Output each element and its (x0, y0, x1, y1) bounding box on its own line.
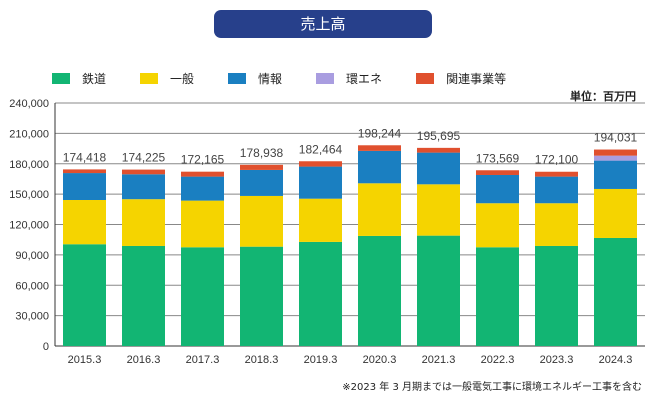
footnote: ※2023 年 3 月期までは一般電気工事に環境エネルギー工事を含む (342, 382, 642, 393)
x-tick-label: 2022.3 (481, 354, 515, 366)
legend-swatch (140, 73, 159, 84)
bar-segment (63, 173, 106, 200)
bar-segment (358, 235, 401, 346)
bar-segment (594, 155, 637, 161)
x-tick-label: 2018.3 (245, 354, 279, 366)
total-label: 178,938 (240, 146, 284, 160)
bar-segment (417, 235, 460, 346)
bar-segment (63, 169, 106, 174)
bar-segment (240, 195, 283, 247)
bar-segment (181, 176, 224, 201)
y-tick-label: 240,000 (9, 98, 49, 110)
bar-segment (476, 174, 519, 204)
total-label: 182,464 (299, 142, 343, 156)
total-label: 172,100 (535, 153, 579, 167)
bar-segment (594, 237, 637, 346)
legend-swatch (316, 73, 335, 84)
bar-segment (240, 246, 283, 346)
legend-label: 関連事業等 (446, 72, 507, 86)
bar-segment (594, 188, 637, 238)
bar-segment (299, 166, 342, 199)
x-tick-label: 2016.3 (127, 354, 161, 366)
bar-segment (594, 149, 637, 156)
unit-label: 単位：百万円 (570, 90, 636, 103)
bar-segment (240, 169, 283, 196)
bar-segment (181, 171, 224, 177)
legend-item: 関連事業等 (416, 70, 506, 87)
total-label: 173,569 (476, 151, 520, 165)
bar-segment (122, 169, 165, 175)
y-tick-label: 150,000 (9, 189, 49, 201)
bar-segment (535, 203, 578, 246)
legend-label: 環エネ (346, 72, 383, 86)
y-tick-label: 180,000 (9, 159, 49, 171)
bar-segment (476, 170, 519, 175)
y-tick-label: 30,000 (15, 311, 49, 323)
legend-swatch (52, 73, 70, 84)
bar-segment (417, 147, 460, 153)
bar-segment (358, 145, 401, 151)
x-tick-label: 2021.3 (422, 354, 456, 366)
bar-segment (63, 244, 106, 346)
legend-swatch (416, 73, 435, 84)
legend-item: 鉄道 (52, 70, 106, 87)
bar-segment (535, 171, 578, 177)
bar-segment (358, 150, 401, 184)
bar-segment (181, 200, 224, 248)
bar-segment (122, 199, 165, 246)
x-tick-label: 2015.3 (68, 354, 102, 366)
bar-segment (417, 152, 460, 185)
bar-segment (417, 184, 460, 236)
legend: 鉄道 一般 情報 環エネ 関連事業等 (52, 70, 540, 87)
y-tick-label: 60,000 (15, 280, 49, 292)
bar-segment (63, 199, 106, 245)
bar-segment (122, 174, 165, 200)
legend-item: 一般 (140, 70, 194, 87)
legend-swatch (228, 73, 247, 84)
bar-segment (476, 247, 519, 346)
bar-segment (535, 176, 578, 204)
x-tick-label: 2023.3 (540, 354, 574, 366)
bar-segment (358, 183, 401, 236)
y-tick-label: 0 (43, 341, 49, 353)
y-tick-label: 90,000 (15, 250, 49, 262)
x-tick-label: 2024.3 (599, 354, 633, 366)
x-tick-label: 2017.3 (186, 354, 220, 366)
bar-segment (181, 247, 224, 346)
bar-segment (299, 161, 342, 167)
bar-segment (240, 164, 283, 170)
bar-segment (535, 245, 578, 346)
y-tick-label: 120,000 (9, 220, 49, 232)
bar-segment (299, 198, 342, 242)
total-label: 194,031 (594, 131, 638, 145)
y-tick-label: 210,000 (9, 128, 49, 140)
total-label: 198,244 (358, 126, 402, 140)
legend-item: 環エネ (316, 70, 382, 87)
total-label: 195,695 (417, 129, 461, 143)
total-label: 174,225 (122, 151, 166, 165)
legend-label: 情報 (258, 72, 283, 86)
total-label: 174,418 (63, 150, 107, 164)
bar-segment (594, 160, 637, 189)
chart-title: 売上高 (214, 10, 432, 38)
legend-item: 情報 (228, 70, 282, 87)
bar-segment (122, 245, 165, 346)
bar-segment (299, 241, 342, 346)
x-tick-label: 2019.3 (304, 354, 338, 366)
x-tick-label: 2020.3 (363, 354, 397, 366)
legend-label: 鉄道 (82, 72, 107, 86)
total-label: 172,165 (181, 153, 225, 167)
legend-label: 一般 (170, 72, 195, 86)
bar-segment (476, 203, 519, 248)
